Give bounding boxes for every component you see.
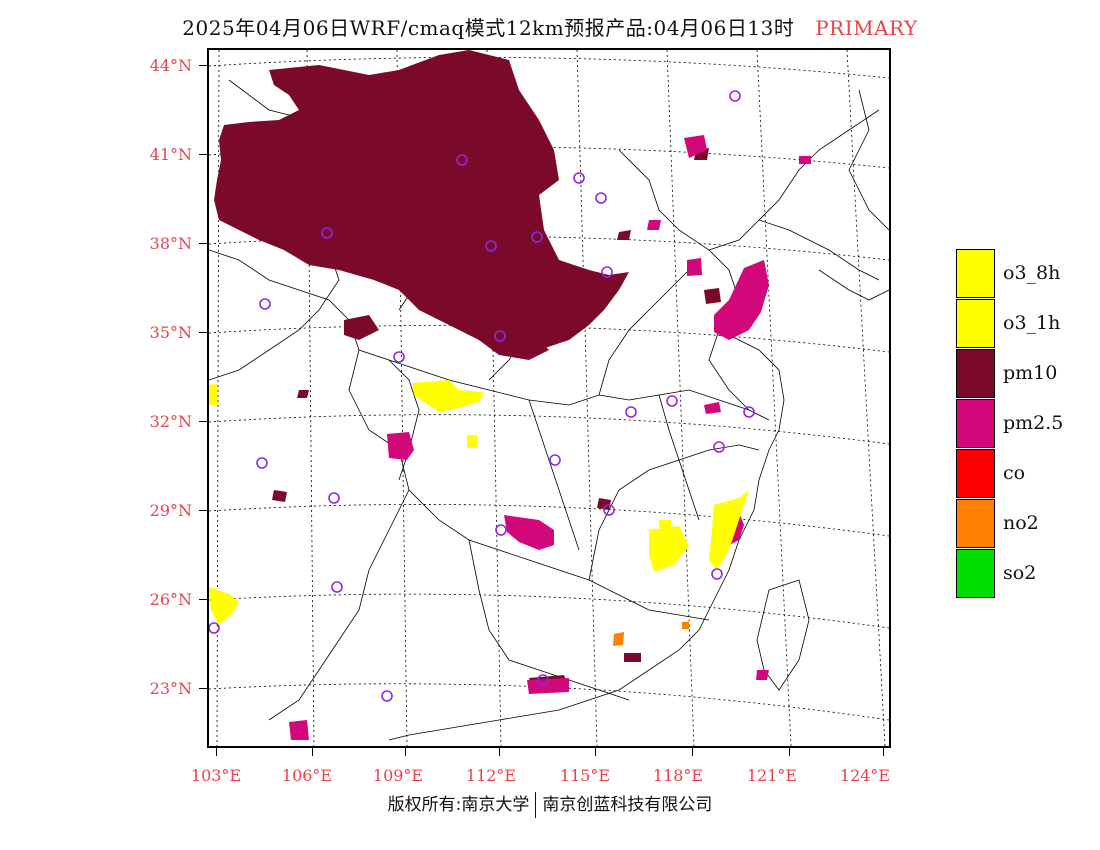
legend-swatch [956,299,995,348]
legend-item-o3-1h: o3_1h [956,299,1086,349]
legend-label: so2 [1003,562,1037,584]
lon-label-106: 106°E [281,766,333,785]
legend-item-pm25: pm2.5 [956,399,1086,449]
lat-tick [199,510,207,511]
legend-label: pm2.5 [1003,412,1064,434]
lat-label-35: 35°N [149,323,192,342]
legend-item-no2: no2 [956,499,1086,549]
o3-regions [209,380,754,625]
legend-label: o3_1h [1003,312,1061,334]
lat-tick [199,243,207,244]
no2-regions [613,622,689,646]
copyright-footer: 版权所有:南京大学 南京创蓝科技有限公司 [0,790,1100,818]
legend-item-pm10: pm10 [956,349,1086,399]
lat-label-32: 32°N [149,412,192,431]
legend-item-o3-8h: o3_8h [956,249,1086,299]
map-panel[interactable] [207,48,891,748]
lon-label-112: 112°E [465,766,517,785]
lat-tick [199,688,207,689]
lon-tick [692,748,693,756]
lon-tick [216,748,217,756]
lon-label-115: 115°E [559,766,611,785]
lon-tick [595,748,596,756]
legend-swatch [956,349,995,398]
legend-swatch [956,399,995,448]
lon-label-109: 109°E [372,766,424,785]
footer-divider [535,792,537,818]
lon-label-118: 118°E [652,766,704,785]
legend-swatch [956,549,995,598]
lat-tick [199,421,207,422]
legend-swatch [956,449,995,498]
legend-item-co: co [956,449,1086,499]
legend-label: o3_8h [1003,262,1061,284]
primary-tag: PRIMARY [815,16,918,40]
lon-label-103: 103°E [190,766,242,785]
lon-tick [789,748,790,756]
copyright-right: 南京创蓝科技有限公司 [542,795,713,815]
legend: o3_8h o3_1h pm10 pm2.5 co no2 so2 [956,249,1086,599]
lat-tick [199,599,207,600]
lat-label-38: 38°N [149,234,192,253]
lon-tick [312,748,313,756]
map-title: 2025年04月06日WRF/cmaq模式12km预报产品:04月06日13时 … [0,12,1100,41]
pollution-map [209,50,889,746]
lon-tick [499,748,500,756]
legend-label: pm10 [1003,362,1058,384]
legend-item-so2: so2 [956,549,1086,599]
lat-label-26: 26°N [149,590,192,609]
lat-tick [199,65,207,66]
lat-tick [199,154,207,155]
lat-label-23: 23°N [149,679,192,698]
copyright-left: 版权所有:南京大学 [387,795,530,815]
pm10-regions [214,50,721,693]
station-markers [209,90,755,702]
legend-swatch [956,499,995,548]
lat-label-41: 41°N [149,145,192,164]
lat-label-44: 44°N [149,56,192,75]
lat-label-29: 29°N [149,501,192,520]
legend-swatch [956,249,995,298]
lon-tick [405,748,406,756]
lon-tick [883,748,884,756]
legend-label: no2 [1003,512,1039,534]
lon-label-121: 121°E [746,766,798,785]
title-text: 2025年04月06日WRF/cmaq模式12km预报产品:04月06日13时 [182,16,795,40]
lat-tick [199,332,207,333]
legend-label: co [1003,462,1026,484]
lon-label-124: 124°E [839,766,891,785]
